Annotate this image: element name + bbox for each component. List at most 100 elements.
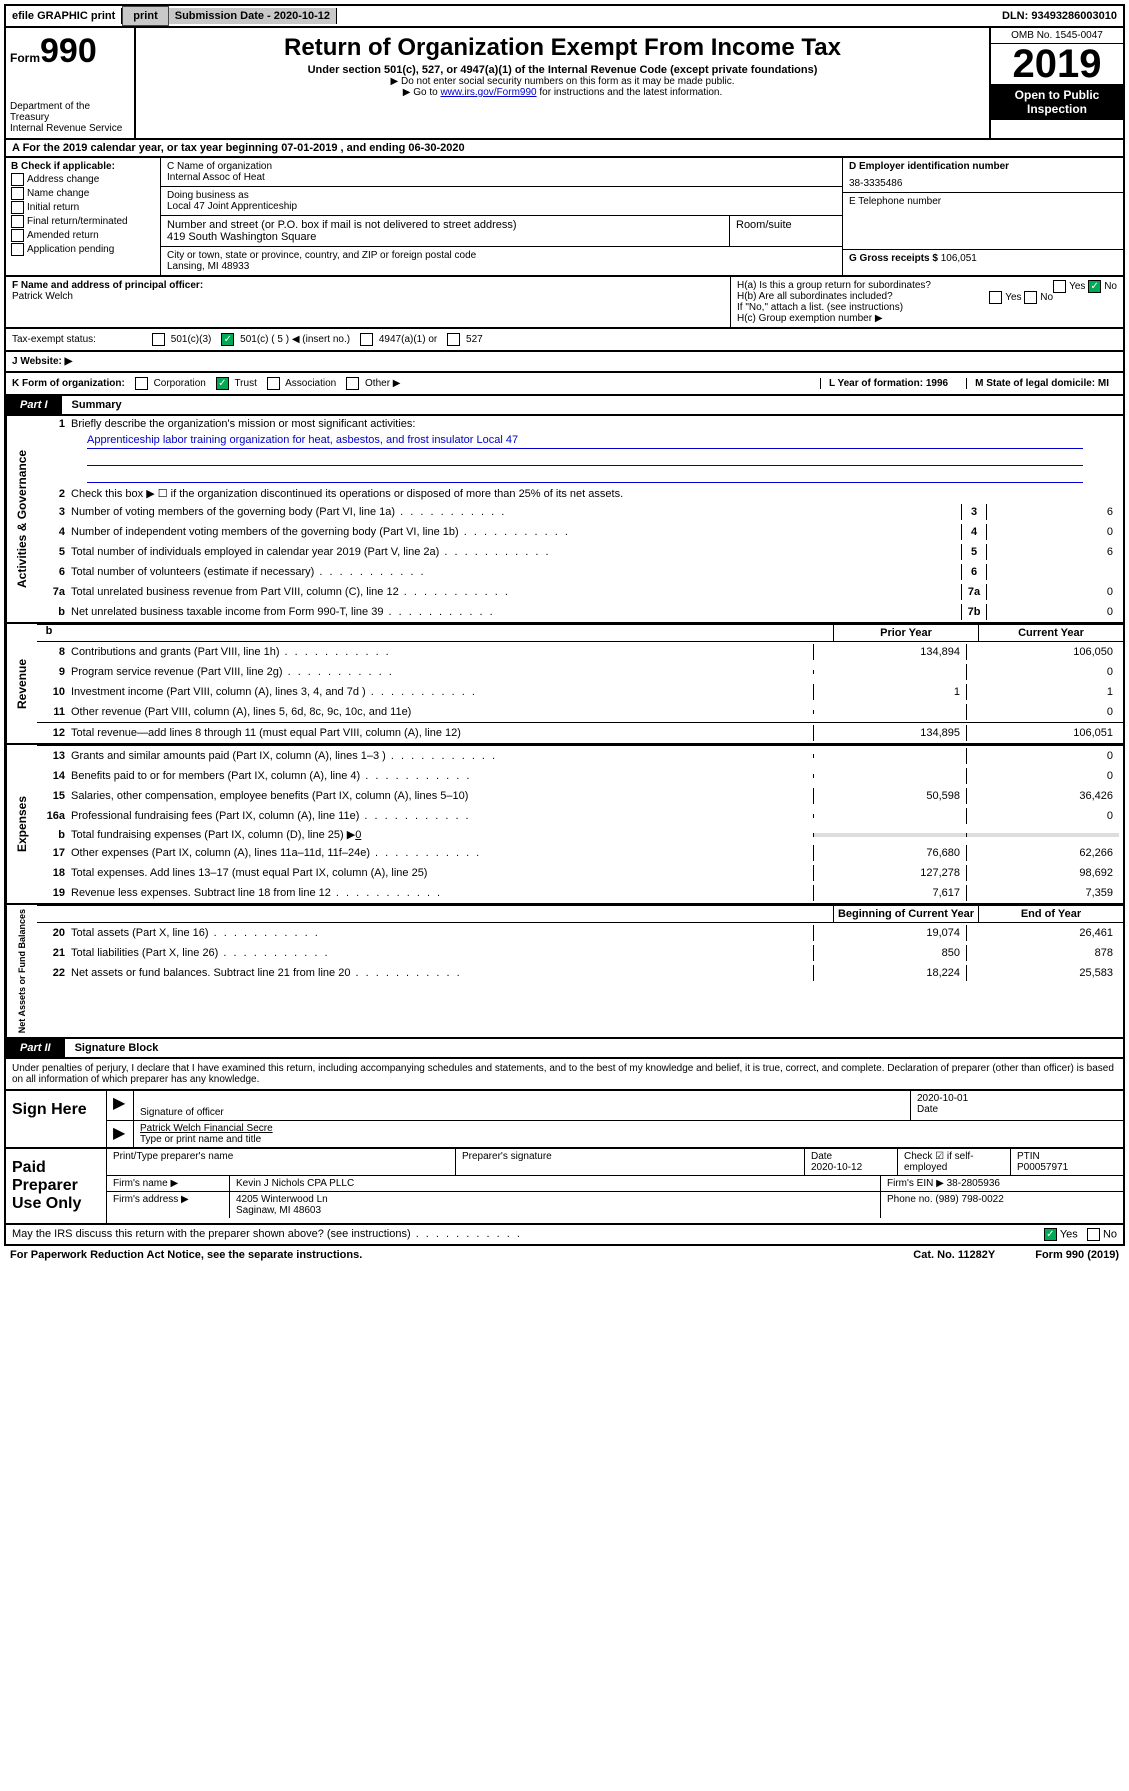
- line6-desc: Total number of volunteers (estimate if …: [71, 566, 961, 578]
- k-corp[interactable]: Corporation: [154, 378, 206, 389]
- ha-yes[interactable]: Yes: [1069, 281, 1085, 292]
- line6-val: [987, 570, 1119, 574]
- line18-prior: 127,278: [813, 865, 966, 881]
- footer-left: For Paperwork Reduction Act Notice, see …: [10, 1249, 362, 1261]
- k-label: K Form of organization:: [12, 378, 125, 389]
- tax-label: Tax-exempt status:: [12, 334, 142, 345]
- line19-prior: 7,617: [813, 885, 966, 901]
- line14-desc: Benefits paid to or for members (Part IX…: [71, 770, 813, 782]
- state-domicile: M State of legal domicile: MI: [975, 378, 1109, 389]
- room-label: Room/suite: [730, 216, 842, 246]
- line8-desc: Contributions and grants (Part VIII, lin…: [71, 646, 813, 658]
- line16a-prior: [813, 814, 966, 818]
- line14-prior: [813, 774, 966, 778]
- ptin-value: P00057971: [1017, 1162, 1068, 1173]
- col-c: C Name of organization Internal Assoc of…: [161, 158, 842, 275]
- line10-prior: 1: [813, 684, 966, 700]
- form-prefix: Form: [10, 51, 40, 65]
- line10-desc: Investment income (Part VIII, column (A)…: [71, 686, 813, 698]
- mission-text: Apprenticeship labor training organizati…: [87, 434, 1083, 449]
- hb-no[interactable]: No: [1040, 292, 1053, 303]
- line21-desc: Total liabilities (Part X, line 26): [71, 947, 813, 959]
- page-footer: For Paperwork Reduction Act Notice, see …: [4, 1246, 1125, 1264]
- k-assoc[interactable]: Association: [285, 378, 336, 389]
- row-j-website: J Website: ▶: [4, 352, 1125, 373]
- section-netassets: Net Assets or Fund Balances Beginning of…: [4, 905, 1125, 1039]
- form-id-box: Form990 Department of the Treasury Inter…: [6, 28, 136, 138]
- line16b-desc: Total fundraising expenses (Part IX, col…: [71, 828, 813, 841]
- tax-527[interactable]: 527: [466, 334, 483, 345]
- tax-4947[interactable]: 4947(a)(1) or: [379, 334, 437, 345]
- ha-no[interactable]: No: [1104, 281, 1117, 292]
- city-value: Lansing, MI 48933: [167, 261, 836, 272]
- vtab-revenue: Revenue: [6, 624, 37, 743]
- line11-prior: [813, 710, 966, 714]
- cb-final[interactable]: Final return/terminated: [11, 215, 155, 228]
- part2-header: Part II Signature Block: [4, 1039, 1125, 1059]
- title-box: Return of Organization Exempt From Incom…: [136, 28, 989, 138]
- line9-prior: [813, 670, 966, 674]
- mission-blank2: [87, 468, 1083, 483]
- gross-label: G Gross receipts $: [849, 253, 938, 264]
- paid-preparer-block: Paid Preparer Use Only Print/Type prepar…: [4, 1149, 1125, 1225]
- k-trust[interactable]: Trust: [234, 378, 256, 389]
- preparer-label: Paid Preparer Use Only: [6, 1149, 107, 1223]
- sig-date: 2020-10-01: [917, 1093, 1117, 1104]
- officer-label: F Name and address of principal officer:: [12, 280, 203, 291]
- cb-address[interactable]: Address change: [11, 173, 155, 186]
- line7a-desc: Total unrelated business revenue from Pa…: [71, 586, 961, 598]
- prep-selfemp: Check ☑ if self-employed: [898, 1149, 1011, 1175]
- line7b-desc: Net unrelated business taxable income fr…: [71, 606, 961, 618]
- sign-here-block: Sign Here ▶ Signature of officer 2020-10…: [4, 1091, 1125, 1149]
- line12-curr: 106,051: [966, 725, 1119, 741]
- arrow-icon-2: ▶: [107, 1121, 134, 1147]
- year-formation: L Year of formation: 1996: [829, 378, 948, 389]
- line17-curr: 62,266: [966, 845, 1119, 861]
- form-number: 990: [40, 32, 97, 70]
- discuss-no[interactable]: No: [1103, 1229, 1117, 1241]
- submission-date: Submission Date - 2020-10-12: [169, 8, 337, 24]
- line21-end: 878: [966, 945, 1119, 961]
- hdr-end: End of Year: [978, 906, 1123, 922]
- col-h: H(a) Is this a group return for subordin…: [730, 277, 1123, 327]
- note2-pre: ▶ Go to: [403, 87, 441, 98]
- prep-sig-hdr: Preparer's signature: [456, 1149, 805, 1175]
- line12-prior: 134,895: [813, 725, 966, 741]
- line13-desc: Grants and similar amounts paid (Part IX…: [71, 750, 813, 762]
- form-title: Return of Organization Exempt From Incom…: [144, 34, 981, 62]
- city-label: City or town, state or province, country…: [167, 250, 836, 261]
- part2-tab: Part II: [6, 1039, 65, 1057]
- line9-desc: Program service revenue (Part VIII, line…: [71, 666, 813, 678]
- print-button[interactable]: print: [122, 6, 168, 26]
- year-box: OMB No. 1545-0047 2019 Open to Public In…: [989, 28, 1123, 138]
- discuss-yes[interactable]: Yes: [1060, 1229, 1078, 1241]
- street-value: 419 South Washington Square: [167, 231, 723, 243]
- cb-pending[interactable]: Application pending: [11, 243, 155, 256]
- line4-val: 0: [987, 524, 1119, 540]
- tax-501c[interactable]: 501(c) ( 5 ) ◀ (insert no.): [240, 334, 350, 345]
- line15-desc: Salaries, other compensation, employee b…: [71, 790, 813, 802]
- firm-phone: (989) 798-0022: [935, 1194, 1003, 1205]
- k-other[interactable]: Other ▶: [365, 378, 400, 389]
- ein-label: D Employer identification number: [849, 161, 1117, 172]
- line8-curr: 106,050: [966, 644, 1119, 660]
- c-name-label: C Name of organization: [167, 161, 836, 172]
- cb-name[interactable]: Name change: [11, 187, 155, 200]
- line7a-val: 0: [987, 584, 1119, 600]
- irs-link[interactable]: www.irs.gov/Form990: [440, 87, 536, 98]
- section-revenue: Revenue bPrior YearCurrent Year 8Contrib…: [4, 624, 1125, 745]
- part1-tab: Part I: [6, 396, 62, 414]
- line17-prior: 76,680: [813, 845, 966, 861]
- line22-beg: 18,224: [813, 965, 966, 981]
- hb-yes[interactable]: Yes: [1005, 292, 1021, 303]
- line15-curr: 36,426: [966, 788, 1119, 804]
- tax-year: 2019: [991, 44, 1123, 84]
- firm-addr2: Saginaw, MI 48603: [236, 1205, 321, 1216]
- line19-desc: Revenue less expenses. Subtract line 18 …: [71, 887, 813, 899]
- cb-initial[interactable]: Initial return: [11, 201, 155, 214]
- cb-amended[interactable]: Amended return: [11, 229, 155, 242]
- dba-label: Doing business as: [167, 190, 836, 201]
- line-a: A For the 2019 calendar year, or tax yea…: [4, 140, 1125, 158]
- vtab-expenses: Expenses: [6, 745, 37, 903]
- tax-501c3[interactable]: 501(c)(3): [171, 334, 212, 345]
